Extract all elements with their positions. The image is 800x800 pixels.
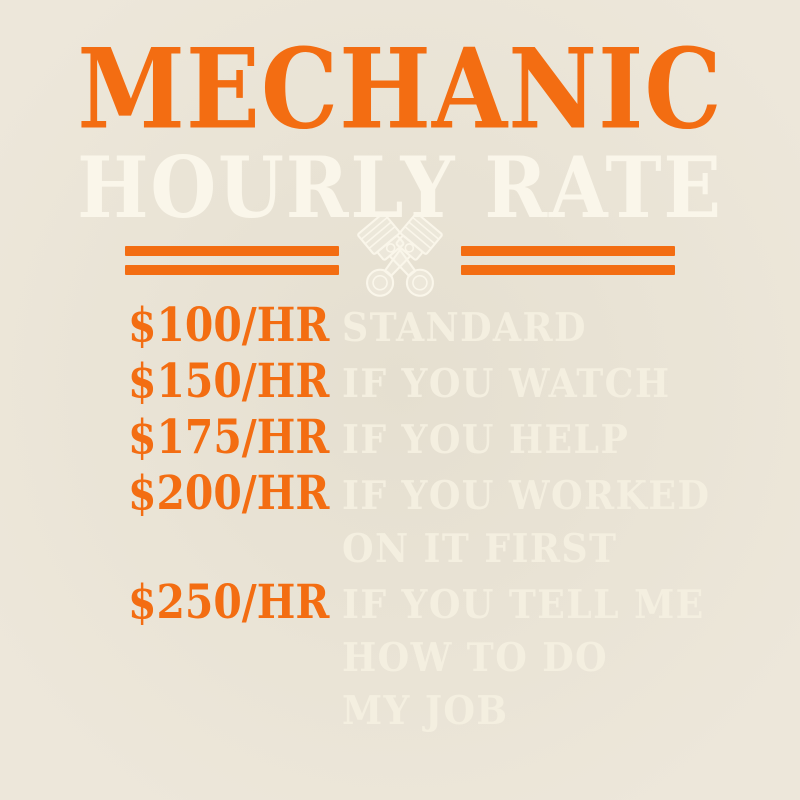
rate-label-line: ON IT FIRST [342, 526, 618, 572]
rate-label-line: IF YOU WATCH [342, 361, 671, 407]
rate-label: STANDARD [342, 302, 740, 355]
divider-stripes-left [125, 245, 339, 275]
rate-price: $100/HR [128, 298, 330, 353]
crossed-pistons-icon [356, 212, 444, 305]
rate-price: $250/HR [128, 575, 330, 630]
stripe-bar [125, 245, 339, 256]
rate-list: $100/HR STANDARD $150/HR IF YOU WATCH $1… [128, 299, 740, 738]
divider-stripes-right [461, 245, 675, 275]
rate-price: $200/HR [128, 466, 330, 521]
rate-price: $150/HR [128, 354, 330, 409]
rate-label: IF YOU WORKED ON IT FIRST [342, 470, 740, 576]
rate-label: IF YOU WATCH [342, 358, 740, 411]
rate-label: IF YOU TELL ME HOW TO DO MY JOB [342, 579, 740, 738]
divider [0, 212, 800, 308]
stripe-bar [125, 264, 339, 275]
rate-price: $175/HR [128, 410, 330, 465]
design-title: MECHANIC [77, 25, 723, 155]
stripe-bar [461, 245, 675, 256]
rate-label-line: STANDARD [342, 305, 587, 351]
rate-label: IF YOU HELP [342, 414, 740, 467]
design-subtitle: HOURLY RATE [77, 138, 723, 237]
rate-label-line: MY JOB [342, 688, 509, 734]
rate-label-line: IF YOU WORKED [342, 473, 711, 519]
stripe-bar [461, 264, 675, 275]
rate-label-line: HOW TO DO [342, 635, 609, 681]
rate-label-line: IF YOU HELP [342, 417, 630, 463]
rate-label-line: IF YOU TELL ME [342, 582, 705, 628]
